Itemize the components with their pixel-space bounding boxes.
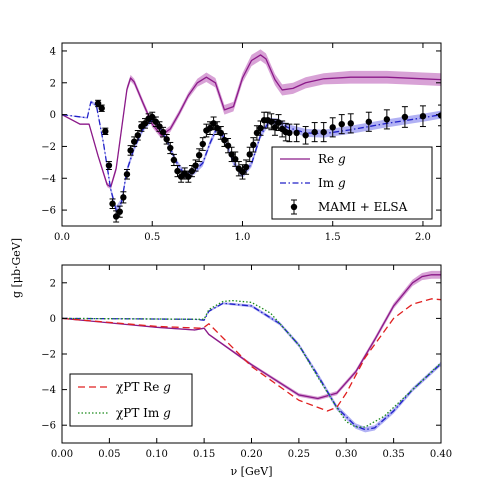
y-tick-label: 2 bbox=[50, 278, 56, 289]
data-point bbox=[268, 118, 275, 125]
data-point bbox=[174, 167, 181, 175]
data-point bbox=[293, 129, 300, 137]
data-point bbox=[109, 200, 116, 207]
data-point bbox=[170, 156, 178, 164]
data-point bbox=[437, 112, 441, 119]
data-point bbox=[149, 113, 156, 121]
data-point bbox=[329, 124, 336, 131]
series-re-g-line bbox=[62, 274, 441, 400]
data-point bbox=[302, 132, 309, 139]
data-point bbox=[156, 123, 163, 130]
shared-y-axis-label: g [μb·GeV] bbox=[10, 238, 23, 298]
y-tick-label: 0 bbox=[50, 110, 56, 121]
data-point bbox=[163, 136, 170, 143]
data-point bbox=[159, 128, 167, 136]
data-point bbox=[275, 119, 282, 126]
data-point bbox=[134, 132, 141, 139]
data-point bbox=[185, 173, 192, 180]
series-im-g-band bbox=[62, 100, 441, 215]
y-tick-label: 2 bbox=[50, 78, 56, 89]
data-point bbox=[311, 128, 318, 136]
data-point bbox=[192, 162, 199, 169]
legend-marker bbox=[290, 203, 298, 211]
data-point bbox=[102, 128, 109, 135]
data-point bbox=[257, 124, 264, 132]
legend-label: Re g bbox=[318, 152, 346, 166]
data-point bbox=[383, 116, 391, 123]
series-pt-im-g-line bbox=[62, 299, 441, 428]
data-point bbox=[286, 129, 293, 137]
y-tick-label: −6 bbox=[41, 206, 56, 217]
x-tick-label: 0.35 bbox=[382, 449, 404, 460]
data-point bbox=[188, 167, 196, 175]
series-re-g-line bbox=[62, 54, 441, 188]
legend-box bbox=[69, 373, 193, 427]
x-tick-label: 0.40 bbox=[430, 449, 452, 460]
data-point bbox=[224, 142, 232, 149]
bottom-panel: 0.00 0.05 0.10 0.15 0.20 0.25 0.30 0.35 0.40 2 0 −2… bbox=[41, 264, 452, 478]
legend: χPT Re g χPT Im g bbox=[69, 373, 193, 427]
data-point bbox=[112, 213, 120, 220]
data-point bbox=[98, 105, 105, 112]
data-point bbox=[127, 147, 134, 154]
data-point bbox=[123, 171, 131, 178]
data-point bbox=[195, 151, 203, 159]
data-point bbox=[130, 138, 138, 145]
x-tick-label: 1.0 bbox=[235, 232, 251, 243]
data-point bbox=[239, 168, 246, 176]
data-point bbox=[167, 144, 174, 152]
y-tick-label: −6 bbox=[41, 421, 56, 432]
x-tick-label: 0.25 bbox=[288, 449, 310, 460]
legend-label: χPT Re g bbox=[116, 380, 171, 394]
series-pt-re-g-line bbox=[62, 298, 441, 412]
y-tick-label: 0 bbox=[50, 314, 56, 325]
data-point bbox=[347, 120, 354, 127]
top-panel: 0.0 0.5 1.0 1.5 2.0 4 2 0 −2 −4 −6 Re g Im g MAMI + E… bbox=[41, 42, 442, 243]
legend-label: MAMI + ELSA bbox=[318, 200, 408, 214]
data-point bbox=[250, 141, 257, 149]
y-tick-label: −2 bbox=[41, 350, 56, 361]
x-tick-label: 0.30 bbox=[335, 449, 357, 460]
data-point bbox=[401, 113, 409, 121]
data-point bbox=[271, 124, 279, 131]
axes-frame bbox=[61, 42, 442, 227]
data-point bbox=[141, 120, 149, 127]
legend-label: Im g bbox=[318, 176, 346, 190]
y-tick-label: −4 bbox=[41, 174, 56, 185]
x-axis-label: ν [GeV] bbox=[230, 465, 272, 478]
data-point bbox=[365, 118, 373, 125]
x-tick-label: 0.5 bbox=[144, 232, 160, 243]
data-point bbox=[120, 194, 127, 201]
data-point bbox=[253, 129, 261, 137]
data-point bbox=[152, 118, 160, 125]
x-tick-label: 0.0 bbox=[54, 232, 70, 243]
x-tick-label: 2.0 bbox=[415, 232, 431, 243]
data-point bbox=[419, 113, 427, 120]
data-point bbox=[246, 151, 253, 158]
x-tick-label: 0.05 bbox=[98, 449, 120, 460]
data-point bbox=[217, 129, 225, 137]
legend-label: χPT Im g bbox=[116, 406, 171, 420]
plot-area bbox=[62, 270, 441, 433]
y-tick-label: −4 bbox=[41, 385, 56, 396]
x-tick-label: 0.10 bbox=[146, 449, 168, 460]
data-point bbox=[232, 155, 239, 163]
x-tick-label: 0.00 bbox=[51, 449, 73, 460]
data-point bbox=[221, 136, 228, 144]
y-tick-label: −2 bbox=[41, 142, 56, 153]
data-point bbox=[116, 208, 123, 215]
data-point bbox=[242, 163, 250, 171]
x-tick-label: 0.15 bbox=[193, 449, 215, 460]
x-tick-label: 1.5 bbox=[325, 232, 341, 243]
data-point bbox=[105, 162, 113, 169]
data-point bbox=[228, 151, 235, 158]
x-tick-label: 0.20 bbox=[240, 449, 262, 460]
legend: Re g Im g MAMI + ELSA bbox=[271, 146, 433, 220]
data-point bbox=[320, 128, 327, 136]
plot-area bbox=[62, 49, 441, 223]
data-point bbox=[199, 140, 206, 148]
y-tick-label: 4 bbox=[50, 46, 56, 57]
data-point bbox=[338, 120, 345, 128]
